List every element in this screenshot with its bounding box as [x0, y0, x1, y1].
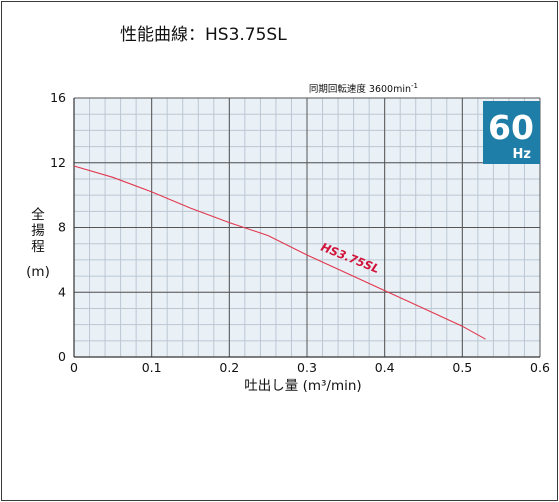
x-tick-label: 0.2 — [219, 360, 239, 375]
y-axis-label: 全 揚 程 (m) — [26, 206, 50, 280]
x-tick-label: 0.4 — [375, 360, 395, 375]
y-tick-label: 16 — [50, 90, 66, 105]
x-axis-label: 吐出し量 (m³/min) — [244, 378, 361, 394]
tick-labels: 0 0.1 0.2 0.3 0.4 0.5 0.6 0 4 8 12 16 — [50, 90, 550, 375]
frequency-value: 60 — [488, 108, 534, 147]
frequency-badge-bg — [483, 101, 540, 164]
x-tick-label: 0.5 — [452, 360, 472, 375]
speed-superscript: -1 — [411, 82, 418, 90]
frequency-unit: Hz — [513, 147, 531, 162]
y-tick-label: 8 — [58, 220, 66, 235]
series-line-0 — [73, 165, 486, 340]
y-tick-label: 12 — [50, 155, 66, 170]
page-title: 性能曲線：HS3.75SL — [120, 25, 287, 45]
x-tick-label: 0.1 — [142, 360, 162, 375]
y-tick-label: 4 — [58, 284, 66, 299]
x-tick-label: 0.3 — [297, 360, 317, 375]
y-axis-label-char-1: 全 — [31, 206, 45, 223]
speed-label: 同期回転速度 3600min-1 — [309, 82, 418, 95]
x-tick-label: 0.6 — [530, 360, 550, 375]
y-axis-label-char-2: 揚 — [31, 222, 45, 239]
y-tick-label: 0 — [58, 349, 66, 364]
y-axis-label-unit: (m) — [26, 264, 50, 280]
y-axis-label-char-3: 程 — [31, 239, 45, 255]
curve-layer — [73, 165, 486, 340]
x-tick-label: 0 — [70, 360, 78, 375]
frequency-badge: 60 Hz — [483, 101, 540, 164]
